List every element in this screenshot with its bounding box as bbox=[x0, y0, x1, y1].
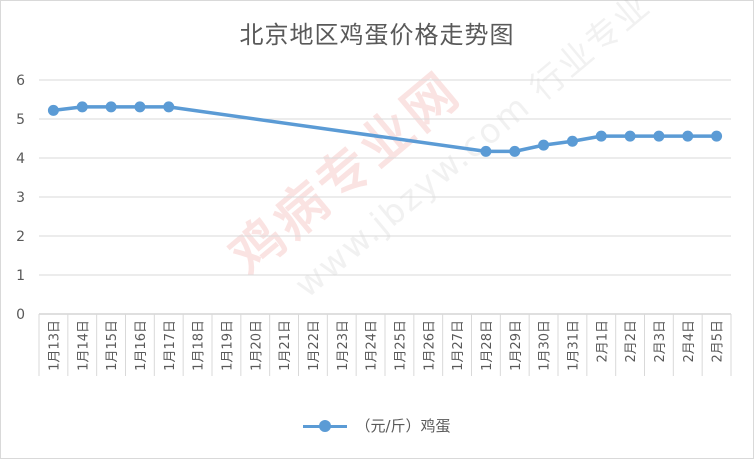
x-tick-label: 1月21日 bbox=[278, 320, 293, 371]
x-tick-label: 1月25日 bbox=[393, 320, 408, 371]
x-tick-label: 1月19日 bbox=[220, 320, 235, 371]
legend-marker-icon bbox=[303, 419, 348, 432]
chart-title: 北京地区鸡蛋价格走势图 bbox=[239, 21, 515, 49]
data-point bbox=[566, 135, 578, 147]
x-tick-label: 2月3日 bbox=[653, 320, 668, 363]
data-point bbox=[538, 139, 550, 151]
x-tick-label: 1月30日 bbox=[538, 320, 553, 371]
x-tick-label: 1月24日 bbox=[365, 320, 380, 371]
x-tick-label: 1月23日 bbox=[336, 320, 351, 371]
x-tick-label: 1月13日 bbox=[47, 320, 62, 371]
legend: （元/斤）鸡蛋 bbox=[1, 415, 753, 436]
y-tick-label: 0 bbox=[16, 307, 25, 323]
data-point bbox=[682, 130, 694, 142]
x-tick-label: 1月18日 bbox=[192, 320, 207, 371]
x-tick-label: 2月4日 bbox=[682, 320, 697, 363]
data-point bbox=[595, 130, 607, 142]
data-point bbox=[509, 145, 521, 157]
data-point bbox=[624, 130, 636, 142]
x-tick-label: 1月31日 bbox=[566, 320, 581, 371]
x-tick-label: 1月15日 bbox=[105, 320, 120, 371]
x-tick-label: 1月17日 bbox=[163, 320, 178, 371]
x-tick-label: 1月22日 bbox=[307, 320, 322, 371]
y-tick-label: 6 bbox=[16, 73, 25, 89]
data-point bbox=[163, 101, 175, 113]
x-tick-label: 2月5日 bbox=[711, 320, 726, 363]
x-tick-label: 1月20日 bbox=[249, 320, 264, 371]
x-tick-label: 1月27日 bbox=[451, 320, 466, 371]
y-tick-label: 2 bbox=[16, 229, 25, 245]
data-point bbox=[105, 101, 117, 113]
y-tick-label: 3 bbox=[16, 190, 25, 206]
x-tick-label: 2月1日 bbox=[595, 320, 610, 363]
x-tick-label: 1月28日 bbox=[480, 320, 495, 371]
y-tick-label: 1 bbox=[16, 268, 25, 284]
x-tick-label: 1月14日 bbox=[76, 320, 91, 371]
data-point bbox=[653, 130, 665, 142]
legend-label: （元/斤）鸡蛋 bbox=[355, 417, 451, 435]
x-tick-label: 1月16日 bbox=[134, 320, 149, 371]
y-tick-label: 4 bbox=[16, 151, 25, 167]
data-point bbox=[480, 145, 492, 157]
x-tick-label: 2月2日 bbox=[624, 320, 639, 363]
data-point bbox=[134, 101, 146, 113]
x-tick-label: 1月26日 bbox=[422, 320, 437, 371]
x-tick-label: 1月29日 bbox=[509, 320, 524, 371]
data-point bbox=[47, 104, 59, 116]
y-tick-label: 5 bbox=[16, 112, 25, 128]
data-point bbox=[76, 101, 88, 113]
series-line bbox=[51, 105, 719, 154]
data-point bbox=[711, 130, 723, 142]
